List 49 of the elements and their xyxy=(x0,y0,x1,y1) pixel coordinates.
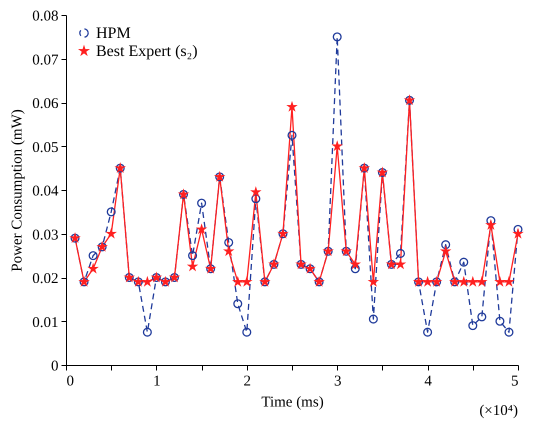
x-tick-label: 1 xyxy=(153,374,161,390)
point xyxy=(504,328,514,337)
point xyxy=(233,277,242,286)
point xyxy=(88,251,98,260)
y-tick-label: 0.05 xyxy=(32,140,58,156)
point xyxy=(332,32,342,42)
x-tick-label: 0 xyxy=(66,374,74,390)
point xyxy=(242,328,252,337)
point xyxy=(478,277,486,286)
y-axis-title: Power Consumption (mW) xyxy=(9,109,26,272)
y-tick-label: 0.06 xyxy=(32,96,59,112)
x-tick-label: 3 xyxy=(334,374,342,390)
x-tick-label: 5 xyxy=(511,374,518,390)
y-tick-label: 0.04 xyxy=(32,184,59,200)
x-tick-label: 2 xyxy=(244,374,252,390)
point xyxy=(197,198,206,208)
point xyxy=(477,312,486,322)
y-tick-label: 0.02 xyxy=(32,271,58,287)
y-tick-label: 0 xyxy=(51,358,58,374)
point xyxy=(459,258,468,267)
y-tick-label: 0.07 xyxy=(32,52,59,68)
point xyxy=(350,264,360,274)
point xyxy=(142,328,152,337)
point xyxy=(495,316,504,326)
point xyxy=(423,328,432,337)
point xyxy=(242,277,252,286)
y-tick-label: 0.08 xyxy=(32,8,58,24)
point xyxy=(287,130,297,140)
point xyxy=(233,299,242,308)
point xyxy=(251,194,260,204)
point xyxy=(468,277,478,286)
point xyxy=(468,321,478,330)
point xyxy=(106,207,116,216)
point xyxy=(459,277,468,286)
y-tick-label: 0.03 xyxy=(32,227,58,244)
point xyxy=(188,251,198,260)
point xyxy=(224,238,234,248)
x-tick-label: 4 xyxy=(424,374,432,390)
point xyxy=(423,277,432,286)
y-tick-label: 0.01 xyxy=(32,314,58,331)
point xyxy=(368,314,378,324)
legend-label: HPM xyxy=(96,25,131,42)
point xyxy=(441,240,450,250)
point xyxy=(350,260,360,268)
point xyxy=(396,248,406,258)
text: (×10⁴) xyxy=(479,403,518,419)
point xyxy=(143,277,152,286)
x-axis-title: Time (ms) xyxy=(261,394,324,410)
legend-label: Best Expert (s₂) xyxy=(96,43,198,60)
